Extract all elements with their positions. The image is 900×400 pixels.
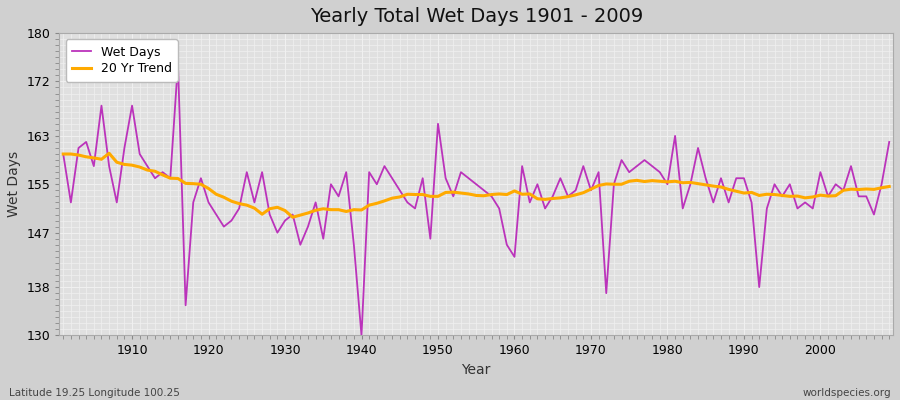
20 Yr Trend [884, 184, 895, 189]
Title: Yearly Total Wet Days 1901 - 2009: Yearly Total Wet Days 1901 - 2009 [310, 7, 643, 26]
20 Yr Trend [525, 192, 535, 196]
Wet Days [58, 152, 68, 156]
Text: Latitude 19.25 Longitude 100.25: Latitude 19.25 Longitude 100.25 [9, 388, 180, 398]
Wet Days [356, 333, 367, 338]
Wet Days [884, 140, 895, 144]
Wet Days [525, 200, 535, 205]
20 Yr Trend [616, 182, 627, 187]
20 Yr Trend [348, 207, 359, 212]
Y-axis label: Wet Days: Wet Days [7, 151, 21, 217]
Wet Days [295, 242, 306, 247]
X-axis label: Year: Year [462, 363, 490, 377]
Wet Days [173, 61, 184, 66]
Line: Wet Days: Wet Days [63, 63, 889, 336]
20 Yr Trend [302, 210, 313, 215]
Wet Days [119, 146, 130, 150]
20 Yr Trend [104, 151, 114, 156]
20 Yr Trend [58, 152, 68, 156]
20 Yr Trend [127, 163, 138, 168]
20 Yr Trend [517, 192, 527, 197]
Wet Days [341, 170, 352, 174]
Wet Days [616, 158, 627, 162]
20 Yr Trend [287, 215, 298, 220]
Line: 20 Yr Trend: 20 Yr Trend [63, 153, 889, 217]
Wet Days [517, 164, 527, 168]
Legend: Wet Days, 20 Yr Trend: Wet Days, 20 Yr Trend [66, 39, 178, 82]
Text: worldspecies.org: worldspecies.org [803, 388, 891, 398]
